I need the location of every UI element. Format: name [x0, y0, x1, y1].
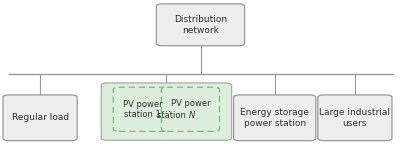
Text: station: station	[157, 111, 188, 120]
Text: N: N	[188, 111, 195, 120]
FancyBboxPatch shape	[161, 87, 220, 131]
FancyBboxPatch shape	[3, 95, 77, 141]
Text: PV power: PV power	[171, 99, 210, 108]
FancyBboxPatch shape	[318, 95, 392, 141]
Text: Large industrial
users: Large industrial users	[319, 108, 391, 128]
FancyBboxPatch shape	[101, 83, 231, 140]
FancyBboxPatch shape	[113, 87, 172, 131]
Text: Energy storage
power station: Energy storage power station	[240, 108, 309, 128]
Text: ...: ...	[162, 104, 171, 114]
Text: Regular load: Regular load	[12, 113, 69, 122]
Text: Distribution
network: Distribution network	[174, 15, 227, 35]
FancyBboxPatch shape	[233, 95, 316, 141]
Text: PV power
station 1: PV power station 1	[123, 100, 162, 119]
FancyBboxPatch shape	[156, 4, 245, 46]
